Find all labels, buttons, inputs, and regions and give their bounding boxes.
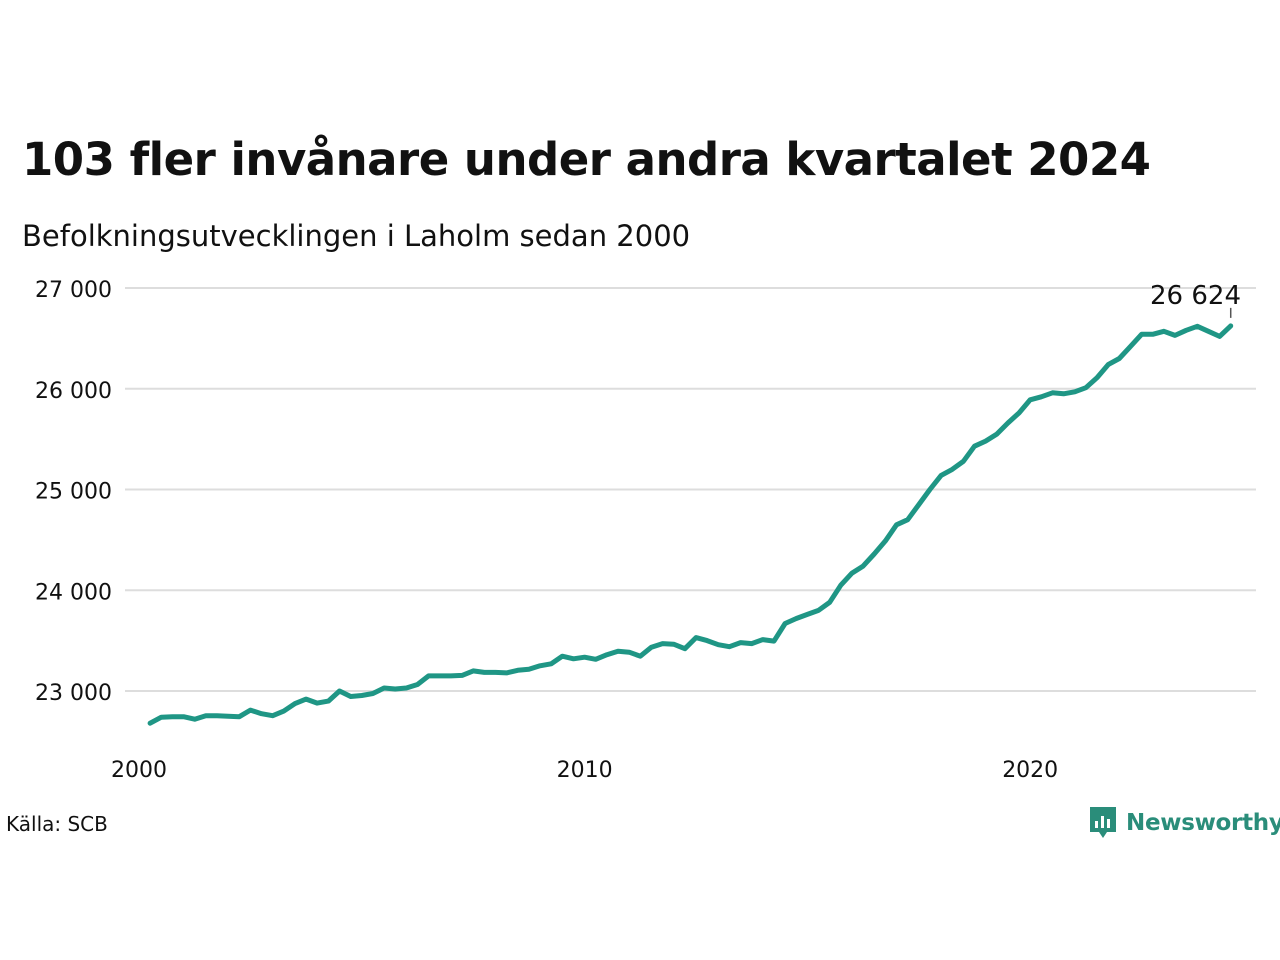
y-tick-label: 24 000 xyxy=(35,580,112,605)
brand-logo: Newsworthy xyxy=(1088,803,1280,843)
x-tick-label: 2020 xyxy=(1002,758,1058,783)
y-tick-label: 26 000 xyxy=(35,379,112,404)
source-label: Källa: SCB xyxy=(6,812,108,836)
chart-subtitle: Befolkningsutvecklingen i Laholm sedan 2… xyxy=(22,219,691,253)
brand-name: Newsworthy xyxy=(1126,810,1280,836)
population-series-line xyxy=(147,323,1234,726)
y-tick-label: 23 000 xyxy=(35,681,112,706)
chart-title: 103 fler invånare under andra kvartalet … xyxy=(22,133,1151,186)
x-tick-label: 2000 xyxy=(111,758,167,783)
end-value-label: 26 624 xyxy=(1150,281,1241,311)
x-tick-label: 2010 xyxy=(557,758,613,783)
y-tick-label: 25 000 xyxy=(35,480,112,505)
y-tick-label: 27 000 xyxy=(35,278,112,303)
newsworthy-logo-icon xyxy=(1090,807,1116,838)
